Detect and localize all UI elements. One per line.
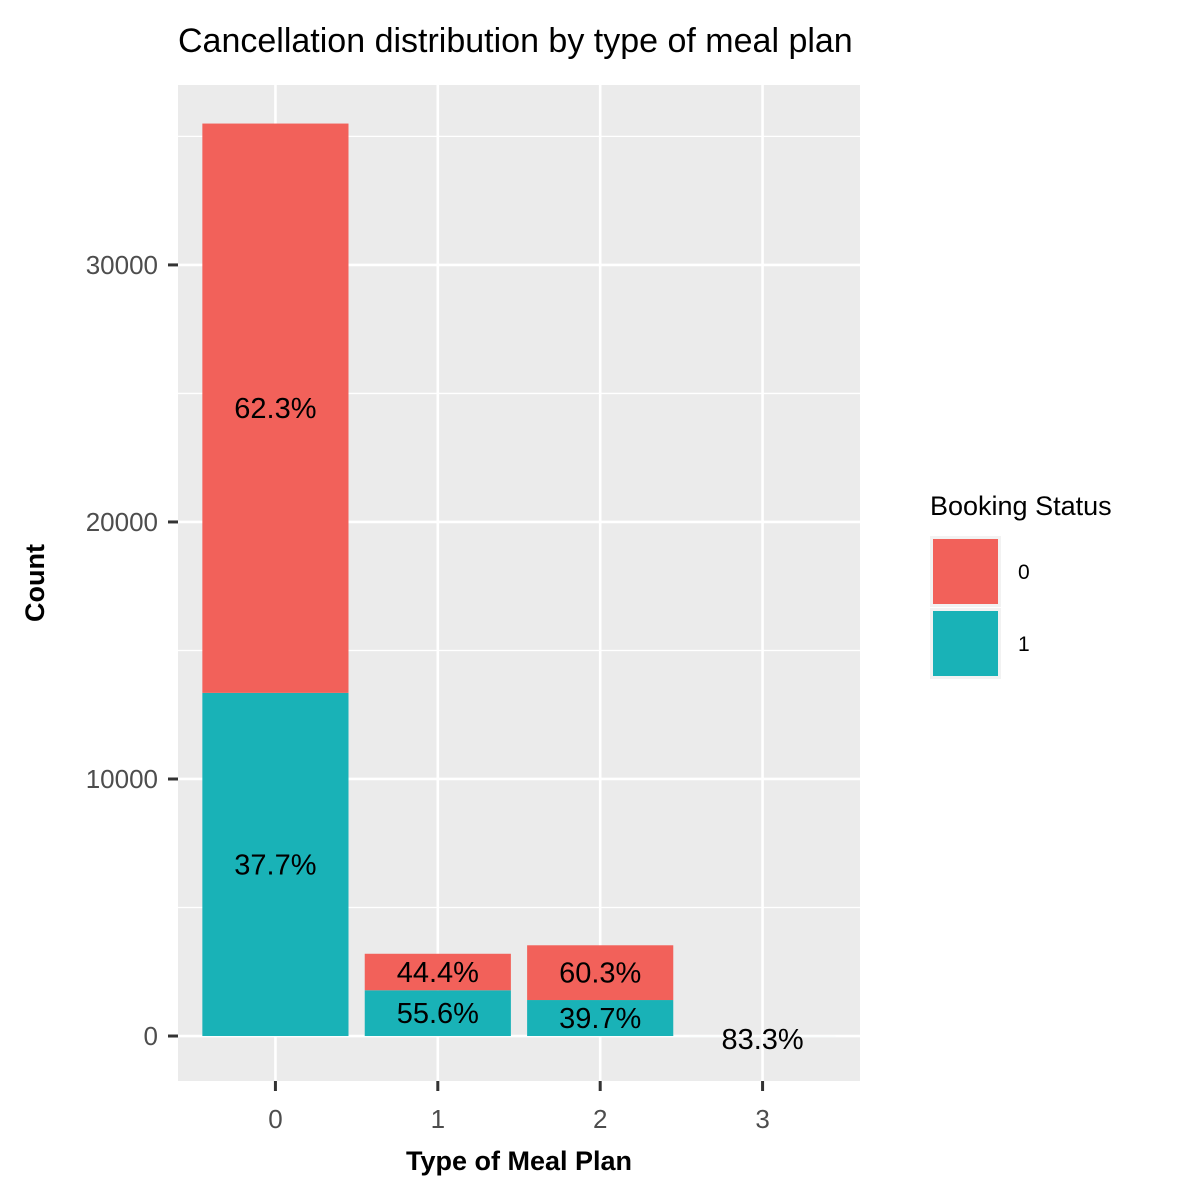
bar-segment-1-status-0 [364, 953, 511, 991]
legend-label-1: 1 [1018, 633, 1030, 656]
legend-label-0: 0 [1018, 561, 1030, 584]
x-tick-label: 2 [593, 1104, 607, 1134]
bar-label: 39.7% [559, 1003, 641, 1035]
legend-items: 01 [930, 536, 1030, 679]
y-tick-label: 0 [144, 1021, 158, 1051]
bar-labels: 37.7% 62.3% 55.6% 44.4% 39.7% 60.3% 83.3% [234, 393, 803, 1056]
bar-label: 37.7% [234, 849, 316, 881]
bar-segment-0-status-1 [202, 692, 349, 1037]
bar-label: 60.3% [559, 958, 641, 990]
legend-title: Booking Status [930, 491, 1112, 521]
x-tick-label: 1 [431, 1104, 445, 1134]
bars [202, 123, 836, 1037]
y-axis: 0 10000 20000 30000 [86, 250, 178, 1051]
bar-segment-0-status-0 [202, 123, 349, 693]
legend-swatch-0 [933, 539, 998, 604]
bar-label: 62.3% [234, 393, 316, 425]
y-tick-label: 10000 [86, 764, 158, 794]
y-tick-label: 20000 [86, 507, 158, 537]
x-axis-title: Type of Meal Plan [406, 1146, 632, 1176]
x-tick-label: 3 [755, 1104, 769, 1134]
legend-swatch-1 [933, 611, 998, 676]
bar-segment-1-status-1 [364, 990, 511, 1037]
y-tick-label: 30000 [86, 250, 158, 280]
bar-label: 83.3% [721, 1024, 803, 1056]
y-axis-title: Count [20, 544, 50, 622]
bar-segment-2-status-1 [527, 1000, 674, 1037]
bar-segment-2-status-0 [527, 945, 674, 1001]
x-tick-label: 0 [268, 1104, 282, 1134]
bar-label: 55.6% [397, 998, 479, 1030]
chart-title: Cancellation distribution by type of mea… [178, 22, 853, 60]
legend: Booking Status 01 [930, 491, 1112, 679]
x-axis: 0 1 2 3 [268, 1081, 770, 1134]
bar-label: 44.4% [397, 957, 479, 989]
